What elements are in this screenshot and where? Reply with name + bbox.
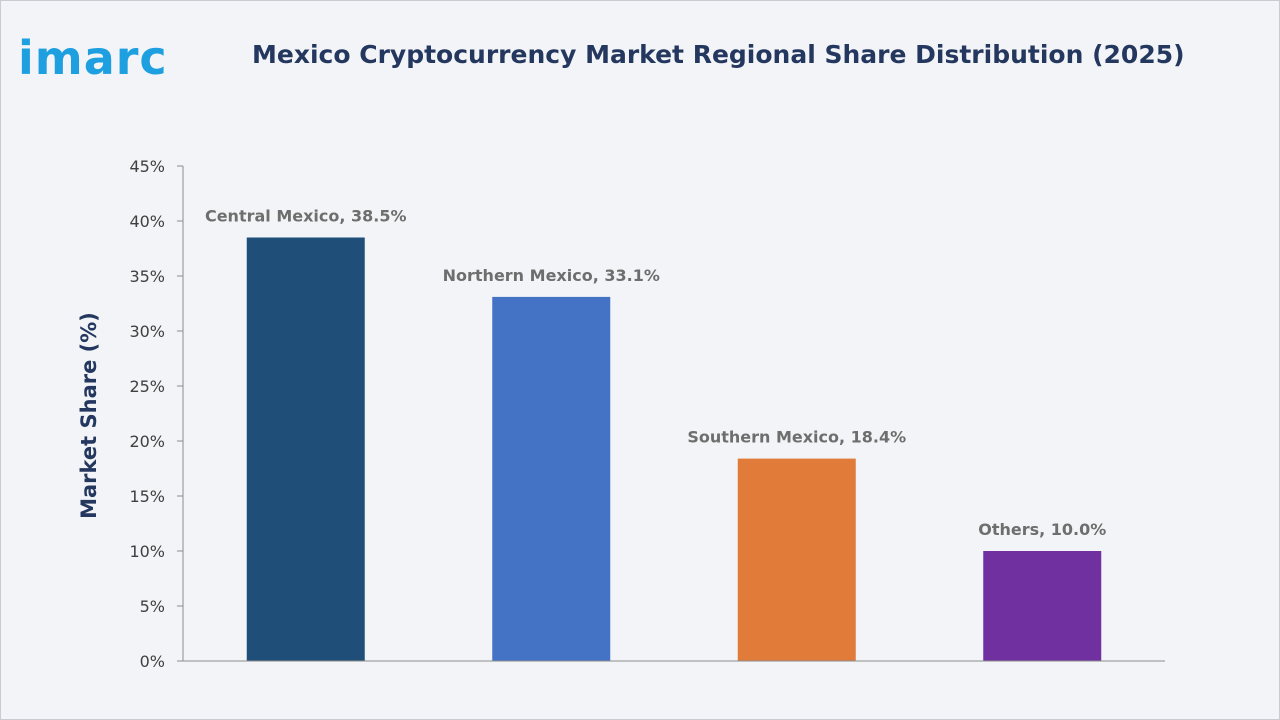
data-label: Southern Mexico, 18.4% bbox=[687, 428, 906, 447]
bars bbox=[246, 237, 1102, 661]
chart-title: Mexico Cryptocurrency Market Regional Sh… bbox=[252, 40, 1185, 69]
y-tick-label: 35% bbox=[129, 267, 165, 286]
y-axis-title: Market Share (%) bbox=[77, 312, 101, 519]
data-label: Northern Mexico, 33.1% bbox=[443, 266, 660, 285]
bar-northern-mexico bbox=[492, 296, 611, 661]
data-label: Central Mexico, 38.5% bbox=[205, 207, 407, 226]
bar-others bbox=[983, 551, 1102, 661]
y-tick-label: 45% bbox=[129, 157, 165, 176]
data-labels: Central Mexico, 38.5% Northern Mexico, 33… bbox=[205, 207, 1106, 540]
y-tick-label: 15% bbox=[129, 487, 165, 506]
y-axis: 0% 5% 10% 15% 20% 25% 30% 35% 40% 45% bbox=[129, 157, 184, 671]
y-axis-title-group: Market Share (%) bbox=[77, 312, 101, 519]
y-tick-label: 40% bbox=[129, 212, 165, 231]
logo-text: imarc bbox=[18, 36, 168, 82]
y-tick-label: 20% bbox=[129, 432, 165, 451]
bar-southern-mexico bbox=[737, 458, 856, 661]
data-label: Others, 10.0% bbox=[978, 520, 1106, 539]
y-tick-label: 5% bbox=[140, 597, 165, 616]
y-tick-label: 0% bbox=[140, 652, 165, 671]
y-tick-label: 10% bbox=[129, 542, 165, 561]
y-tick-label: 25% bbox=[129, 377, 165, 396]
y-tick-label: 30% bbox=[129, 322, 165, 341]
imarc-logo: imarc bbox=[18, 36, 168, 82]
bar-central-mexico bbox=[246, 237, 365, 661]
